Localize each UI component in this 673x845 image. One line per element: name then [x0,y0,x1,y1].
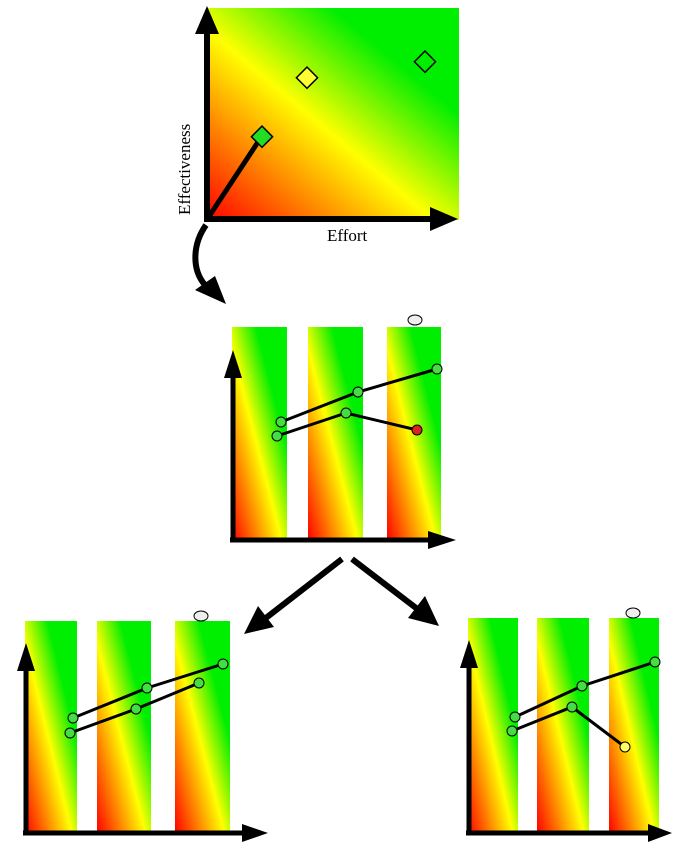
node-yellow [619,741,631,753]
node-red [411,424,423,436]
trajectory-line [205,140,261,220]
node-green [275,416,287,428]
node-green [649,656,661,668]
node-green [193,677,205,689]
grey-oval-marker [193,610,209,622]
bar-1 [468,618,518,833]
curved-arrow-head [195,276,226,304]
bar-2 [537,618,589,833]
grey-oval-marker [407,314,423,326]
panel-middle [224,314,456,549]
node-green [506,725,518,737]
node-green [509,711,521,723]
panel-x-axis-arrowhead [648,824,672,842]
curved-arrow [192,223,209,287]
panel-y-axis-arrowhead [460,640,478,668]
plot-gradient-background [207,8,459,220]
effectiveness-effort-plot: Effort Effectiveness [175,6,459,245]
bar-3 [175,621,230,833]
branch-arrow-right-head [408,596,439,626]
x-axis-arrowhead [430,207,458,231]
node-green [271,430,283,442]
panel-bottom-right [460,607,672,842]
node-green [340,407,352,419]
bar-1 [25,621,77,833]
y-axis-arrowhead [195,6,219,34]
node-green [576,680,588,692]
node-green [566,701,578,713]
panel-bottom-left [17,610,268,842]
grey-oval-marker [625,607,641,619]
node-green [431,363,443,375]
node-green [67,712,79,724]
node-green [130,703,142,715]
diamond-point-green [250,125,274,149]
node-green [64,727,76,739]
bar-3 [609,618,659,833]
branch-arrow-left-head [244,606,274,634]
diamond-point-outline [413,50,437,74]
diamond-point-yellow [295,66,319,90]
node-green [352,386,364,398]
x-axis-label: Effort [327,226,368,245]
panel-x-axis-arrowhead [428,531,456,549]
panel-y-axis-arrowhead [17,643,35,671]
branch-arrow-right [350,556,422,614]
node-green [141,682,153,694]
y-axis-label: Effectiveness [175,124,194,215]
bar-2 [97,621,151,833]
panel-y-axis-arrowhead [224,350,242,378]
bar-2 [308,327,363,540]
node-green [217,658,229,670]
branch-arrow-left [260,556,344,624]
panel-x-axis-arrowhead [242,824,268,842]
